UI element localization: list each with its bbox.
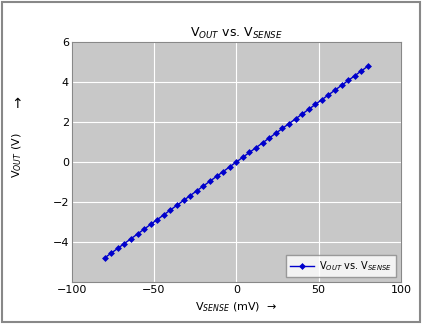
- V$_{OUT}$ vs. V$_{SENSE}$: [175, 203, 180, 207]
- V$_{OUT}$ vs. V$_{SENSE}$: [194, 189, 199, 193]
- V$_{OUT}$ vs. V$_{SENSE}$: [365, 64, 371, 68]
- V$_{OUT}$ vs. V$_{SENSE}$: [155, 218, 160, 222]
- V$_{OUT}$ vs. V$_{SENSE}$: [352, 74, 357, 78]
- V$_{OUT}$ vs. V$_{SENSE}$: [306, 107, 311, 111]
- V$_{OUT}$ vs. V$_{SENSE}$: [319, 98, 325, 102]
- X-axis label: V$_{SENSE}$ (mV)  →: V$_{SENSE}$ (mV) →: [195, 300, 277, 314]
- V$_{OUT}$ vs. V$_{SENSE}$: [247, 150, 252, 154]
- V$_{OUT}$ vs. V$_{SENSE}$: [135, 232, 140, 236]
- Text: ↑: ↑: [11, 97, 23, 111]
- V$_{OUT}$ vs. V$_{SENSE}$: [333, 88, 338, 92]
- V$_{OUT}$ vs. V$_{SENSE}$: [109, 251, 114, 255]
- V$_{OUT}$ vs. V$_{SENSE}$: [168, 208, 173, 212]
- V$_{OUT}$ vs. V$_{SENSE}$: [339, 83, 344, 87]
- V$_{OUT}$ vs. V$_{SENSE}$: [201, 184, 206, 188]
- V$_{OUT}$ vs. V$_{SENSE}$: [300, 112, 305, 116]
- V$_{OUT}$ vs. V$_{SENSE}$: [148, 222, 153, 226]
- V$_{OUT}$ vs. V$_{SENSE}$: [326, 93, 331, 97]
- V$_{OUT}$ vs. V$_{SENSE}$: [260, 141, 265, 145]
- V$_{OUT}$ vs. V$_{SENSE}$: [313, 102, 318, 106]
- V$_{OUT}$ vs. V$_{SENSE}$: [227, 165, 232, 169]
- V$_{OUT}$ vs. V$_{SENSE}$: [254, 146, 259, 150]
- V$_{OUT}$ vs. V$_{SENSE}$: [102, 256, 107, 260]
- V$_{OUT}$ vs. V$_{SENSE}$: [234, 160, 239, 164]
- V$_{OUT}$ vs. V$_{SENSE}$: [188, 194, 193, 198]
- V$_{OUT}$ vs. V$_{SENSE}$: [142, 227, 147, 231]
- V$_{OUT}$ vs. V$_{SENSE}$: [280, 126, 285, 130]
- Line: V$_{OUT}$ vs. V$_{SENSE}$: V$_{OUT}$ vs. V$_{SENSE}$: [103, 64, 370, 260]
- Legend: V$_{OUT}$ vs. V$_{SENSE}$: V$_{OUT}$ vs. V$_{SENSE}$: [286, 255, 396, 277]
- V$_{OUT}$ vs. V$_{SENSE}$: [221, 170, 226, 174]
- V$_{OUT}$ vs. V$_{SENSE}$: [122, 242, 127, 246]
- V$_{OUT}$ vs. V$_{SENSE}$: [208, 179, 213, 183]
- Text: V$_{OUT}$ (V): V$_{OUT}$ (V): [10, 133, 24, 178]
- Title: V$_{OUT}$ vs. V$_{SENSE}$: V$_{OUT}$ vs. V$_{SENSE}$: [190, 26, 283, 41]
- V$_{OUT}$ vs. V$_{SENSE}$: [267, 136, 272, 140]
- V$_{OUT}$ vs. V$_{SENSE}$: [214, 174, 219, 178]
- V$_{OUT}$ vs. V$_{SENSE}$: [359, 69, 364, 73]
- V$_{OUT}$ vs. V$_{SENSE}$: [181, 198, 186, 202]
- V$_{OUT}$ vs. V$_{SENSE}$: [293, 117, 298, 121]
- V$_{OUT}$ vs. V$_{SENSE}$: [273, 131, 279, 135]
- V$_{OUT}$ vs. V$_{SENSE}$: [128, 237, 133, 241]
- V$_{OUT}$ vs. V$_{SENSE}$: [346, 78, 351, 82]
- V$_{OUT}$ vs. V$_{SENSE}$: [161, 213, 166, 217]
- V$_{OUT}$ vs. V$_{SENSE}$: [287, 122, 292, 126]
- V$_{OUT}$ vs. V$_{SENSE}$: [241, 155, 246, 159]
- V$_{OUT}$ vs. V$_{SENSE}$: [115, 246, 120, 250]
